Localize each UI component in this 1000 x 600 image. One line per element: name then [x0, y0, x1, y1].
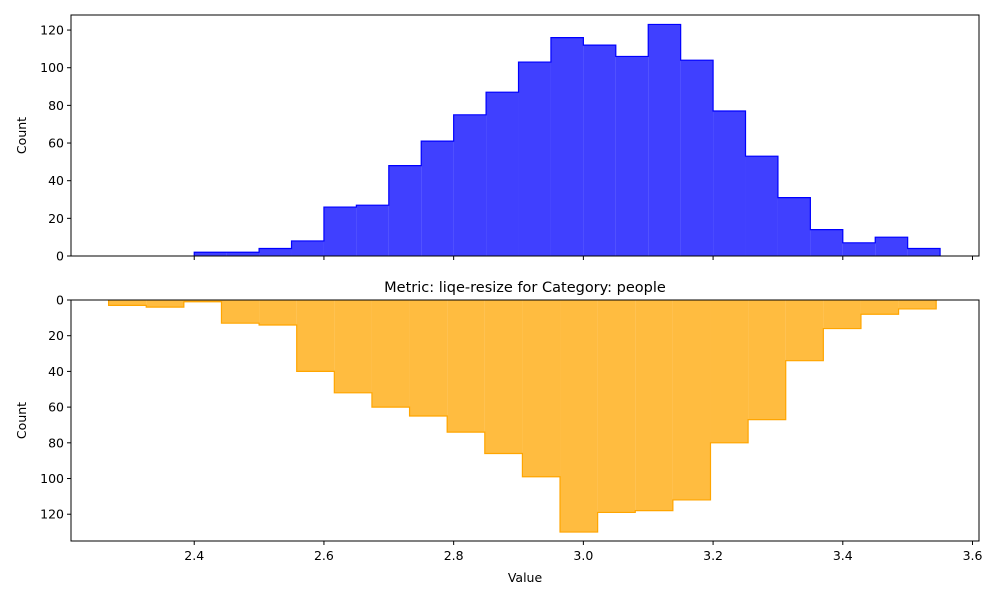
- bottom-axes-frame: [70, 299, 980, 542]
- bottom-x-tick-label: 3.2: [703, 548, 723, 563]
- top-histogram-bar: [226, 252, 260, 256]
- bottom-histogram-bar: [560, 300, 598, 533]
- bottom-histogram-bar: [823, 300, 861, 329]
- bottom-histogram-bar: [108, 300, 147, 306]
- top-histogram-panel: 0 20 40 60 80 100 120 Count: [14, 14, 980, 264]
- top-histogram-bar: [550, 37, 584, 256]
- bottom-histogram-bar: [259, 300, 297, 325]
- top-axes-frame: [70, 14, 980, 257]
- top-histogram-bar: [713, 111, 746, 256]
- top-histogram-bar: [323, 207, 357, 256]
- bottom-histogram-bar: [710, 300, 749, 443]
- bottom-histogram-bar: [296, 300, 335, 372]
- top-histogram-bar: [421, 141, 454, 256]
- bottom-chart-title: Metric: liqe-resize for Category: people: [384, 280, 666, 296]
- bottom-histogram-bar: [522, 300, 561, 477]
- top-y-tick-label: 80: [48, 98, 64, 113]
- bottom-y-tick-label: 120: [40, 507, 64, 522]
- top-histogram-bar: [777, 197, 811, 256]
- bottom-histogram-bar: [221, 300, 260, 324]
- bottom-y-tick-label: 80: [48, 435, 64, 450]
- bottom-histogram-bar: [597, 300, 636, 513]
- bottom-x-tick-label: 2.6: [314, 548, 334, 563]
- top-histogram-bar: [842, 242, 876, 256]
- bottom-x-axis-label: Value: [508, 570, 543, 585]
- bottom-x-tick-label: 2.8: [444, 548, 464, 563]
- top-histogram-bar: [810, 229, 843, 256]
- top-y-tick-label: 120: [40, 23, 64, 38]
- bottom-histogram-bar: [748, 300, 786, 420]
- top-y-axis: 0 20 40 60 80 100 120: [40, 23, 71, 264]
- bottom-x-tick-label: 3.6: [963, 548, 983, 563]
- top-y-tick-label: 0: [56, 249, 64, 264]
- bottom-histogram-bars: [108, 300, 937, 533]
- bottom-x-tick-label: 3.4: [833, 548, 853, 563]
- bottom-x-tick-label: 3.0: [573, 548, 593, 563]
- top-y-tick-label: 20: [48, 211, 64, 226]
- bottom-histogram-outline: [108, 300, 937, 533]
- top-x-axis: [193, 256, 974, 260]
- top-y-tick-label: 60: [48, 136, 64, 151]
- top-histogram-bar: [615, 56, 649, 256]
- top-histogram-bar: [518, 62, 551, 256]
- bottom-histogram-bar: [635, 300, 673, 511]
- bottom-histogram-bar: [898, 300, 937, 309]
- top-histogram-bar: [648, 24, 681, 256]
- top-histogram-bar: [907, 248, 941, 256]
- top-histogram-bar: [875, 237, 908, 256]
- top-histogram-bar: [745, 156, 778, 256]
- top-histogram-bar: [583, 45, 616, 256]
- bottom-y-axis: 0 20 40 60 80 100 120: [40, 293, 71, 522]
- top-histogram-bar: [356, 205, 389, 256]
- bottom-x-axis: 2.4 2.6 2.8 3.0 3.2 3.4 3.6: [184, 541, 982, 563]
- bottom-histogram-bar: [447, 300, 485, 433]
- bottom-y-tick-label: 100: [40, 471, 64, 486]
- bottom-histogram-bar: [146, 300, 184, 308]
- bottom-y-tick-label: 40: [48, 364, 64, 379]
- bottom-histogram-bar: [860, 300, 899, 315]
- bottom-histogram-bar: [672, 300, 711, 500]
- top-histogram-bar: [194, 252, 227, 256]
- bottom-y-tick-label: 0: [56, 293, 64, 308]
- top-histogram-bar: [486, 92, 519, 256]
- bottom-y-tick-label: 60: [48, 400, 64, 415]
- top-histogram-outline: [193, 23, 941, 256]
- top-histogram-bar: [388, 165, 422, 256]
- top-histogram-bar: [453, 114, 487, 256]
- top-histogram-bars: [193, 23, 941, 256]
- top-histogram-bar: [259, 248, 292, 256]
- top-histogram-bar: [680, 60, 714, 256]
- top-y-tick-label: 100: [40, 60, 64, 75]
- top-y-tick-label: 40: [48, 173, 64, 188]
- bottom-histogram-bar: [183, 300, 222, 302]
- bottom-histogram-bar: [334, 300, 372, 393]
- bottom-histogram-bar: [409, 300, 448, 417]
- bottom-y-axis-label: Count: [14, 402, 29, 439]
- bottom-histogram-bar: [371, 300, 410, 408]
- bottom-histogram-bar: [484, 300, 523, 454]
- bottom-histogram-panel: 0 20 40 60 80 100 120 2.4 2.6 2.8 3.0 3.2 3.4 3.6 Co…: [14, 280, 982, 585]
- bottom-x-tick-label: 2.4: [184, 548, 204, 563]
- top-histogram-bar: [291, 240, 324, 256]
- bottom-y-tick-label: 20: [48, 328, 64, 343]
- bottom-histogram-bar: [785, 300, 824, 361]
- top-y-axis-label: Count: [14, 117, 29, 154]
